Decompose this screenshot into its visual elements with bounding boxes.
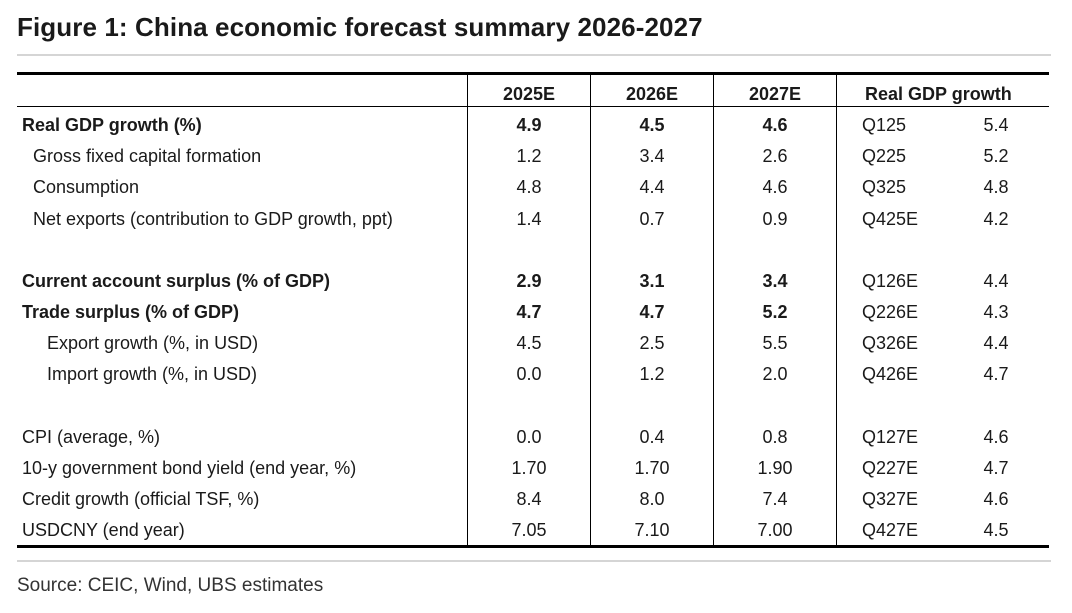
quarter-value: 4.4 xyxy=(983,271,1009,291)
header-2026e: 2026E xyxy=(625,84,679,104)
quarter-value: 4.5 xyxy=(983,520,1009,540)
quarter-value: 4.8 xyxy=(983,177,1009,197)
cell-2027e: 2.0 xyxy=(762,364,788,384)
quarter-value: 4.7 xyxy=(983,458,1009,478)
row-label: Current account surplus (% of GDP) xyxy=(22,271,331,291)
quarter-label: Q227E xyxy=(862,458,919,478)
cell-2026e: 1.70 xyxy=(634,458,670,478)
header-2025e: 2025E xyxy=(502,84,556,104)
cell-2025e: 1.70 xyxy=(511,458,547,478)
quarter-label: Q327E xyxy=(862,489,919,509)
quarter-label: Q126E xyxy=(862,271,919,291)
cell-2027e: 0.8 xyxy=(762,427,788,447)
cell-2026e: 4.7 xyxy=(639,302,665,322)
row-label: Consumption xyxy=(33,177,140,197)
title-divider xyxy=(17,54,1051,56)
source-note: Source: CEIC, Wind, UBS estimates xyxy=(17,575,324,596)
cell-2026e: 3.1 xyxy=(639,271,665,291)
row-label: Trade surplus (% of GDP) xyxy=(22,302,240,322)
column-divider xyxy=(467,75,468,545)
source-divider xyxy=(17,560,1051,562)
column-divider xyxy=(590,75,591,545)
cell-2025e: 8.4 xyxy=(516,489,542,509)
row-label: Import growth (%, in USD) xyxy=(47,364,258,384)
quarter-label: Q325 xyxy=(862,177,907,197)
quarter-label: Q425E xyxy=(862,209,919,229)
cell-2026e: 7.10 xyxy=(634,520,670,540)
quarter-label: Q125 xyxy=(862,115,907,135)
header-divider-left xyxy=(17,106,467,107)
cell-2027e: 5.5 xyxy=(762,333,788,353)
row-label: Gross fixed capital formation xyxy=(33,146,262,166)
header-real-gdp-growth: Real GDP growth xyxy=(865,84,1012,104)
cell-2025e: 0.0 xyxy=(516,364,542,384)
forecast-table: 2025E 2026E 2027E Real GDP growth Real G… xyxy=(17,72,1049,548)
column-divider xyxy=(836,75,837,545)
row-label: CPI (average, %) xyxy=(22,427,161,447)
cell-2026e: 8.0 xyxy=(639,489,665,509)
cell-2027e: 2.6 xyxy=(762,146,788,166)
quarter-label: Q226E xyxy=(862,302,919,322)
cell-2025e: 1.4 xyxy=(516,209,542,229)
cell-2027e: 4.6 xyxy=(762,115,788,135)
cell-2025e: 4.5 xyxy=(516,333,542,353)
cell-2026e: 2.5 xyxy=(639,333,665,353)
quarter-value: 4.3 xyxy=(983,302,1009,322)
cell-2025e: 4.8 xyxy=(516,177,542,197)
cell-2027e: 0.9 xyxy=(762,209,788,229)
cell-2026e: 0.7 xyxy=(639,209,665,229)
cell-2025e: 4.7 xyxy=(516,302,542,322)
quarter-value: 4.6 xyxy=(983,489,1009,509)
row-label: Credit growth (official TSF, %) xyxy=(22,489,260,509)
cell-2025e: 1.2 xyxy=(516,146,542,166)
row-label: 10-y government bond yield (end year, %) xyxy=(22,458,357,478)
row-label: USDCNY (end year) xyxy=(22,520,185,540)
column-divider xyxy=(713,75,714,545)
quarter-value: 4.2 xyxy=(983,209,1009,229)
cell-2026e: 0.4 xyxy=(639,427,665,447)
header-2027e: 2027E xyxy=(748,84,802,104)
quarter-value: 5.4 xyxy=(983,115,1009,135)
row-label: Net exports (contribution to GDP growth,… xyxy=(33,209,393,229)
quarter-label: Q326E xyxy=(862,333,919,353)
quarter-value: 4.6 xyxy=(983,427,1009,447)
cell-2027e: 7.00 xyxy=(757,520,793,540)
quarter-label: Q426E xyxy=(862,364,919,384)
quarter-value: 4.4 xyxy=(983,333,1009,353)
cell-2026e: 4.5 xyxy=(639,115,665,135)
quarter-value: 4.7 xyxy=(983,364,1009,384)
quarter-label: Q427E xyxy=(862,520,919,540)
cell-2026e: 1.2 xyxy=(639,364,665,384)
figure-title: Figure 1: China economic forecast summar… xyxy=(17,12,703,42)
cell-2027e: 3.4 xyxy=(762,271,788,291)
cell-2027e: 1.90 xyxy=(757,458,793,478)
cell-2026e: 3.4 xyxy=(639,146,665,166)
cell-2025e: 2.9 xyxy=(516,271,542,291)
cell-2025e: 7.05 xyxy=(511,520,547,540)
quarter-label: Q127E xyxy=(862,427,919,447)
row-label: Real GDP growth (%) xyxy=(22,115,202,135)
cell-2027e: 5.2 xyxy=(762,302,788,322)
quarter-label: Q225 xyxy=(862,146,907,166)
cell-2025e: 4.9 xyxy=(516,115,542,135)
cell-2025e: 0.0 xyxy=(516,427,542,447)
cell-2027e: 7.4 xyxy=(762,489,788,509)
row-label: Export growth (%, in USD) xyxy=(47,333,259,353)
cell-2027e: 4.6 xyxy=(762,177,788,197)
cell-2026e: 4.4 xyxy=(639,177,665,197)
quarter-value: 5.2 xyxy=(983,146,1009,166)
header-divider xyxy=(467,106,1049,107)
